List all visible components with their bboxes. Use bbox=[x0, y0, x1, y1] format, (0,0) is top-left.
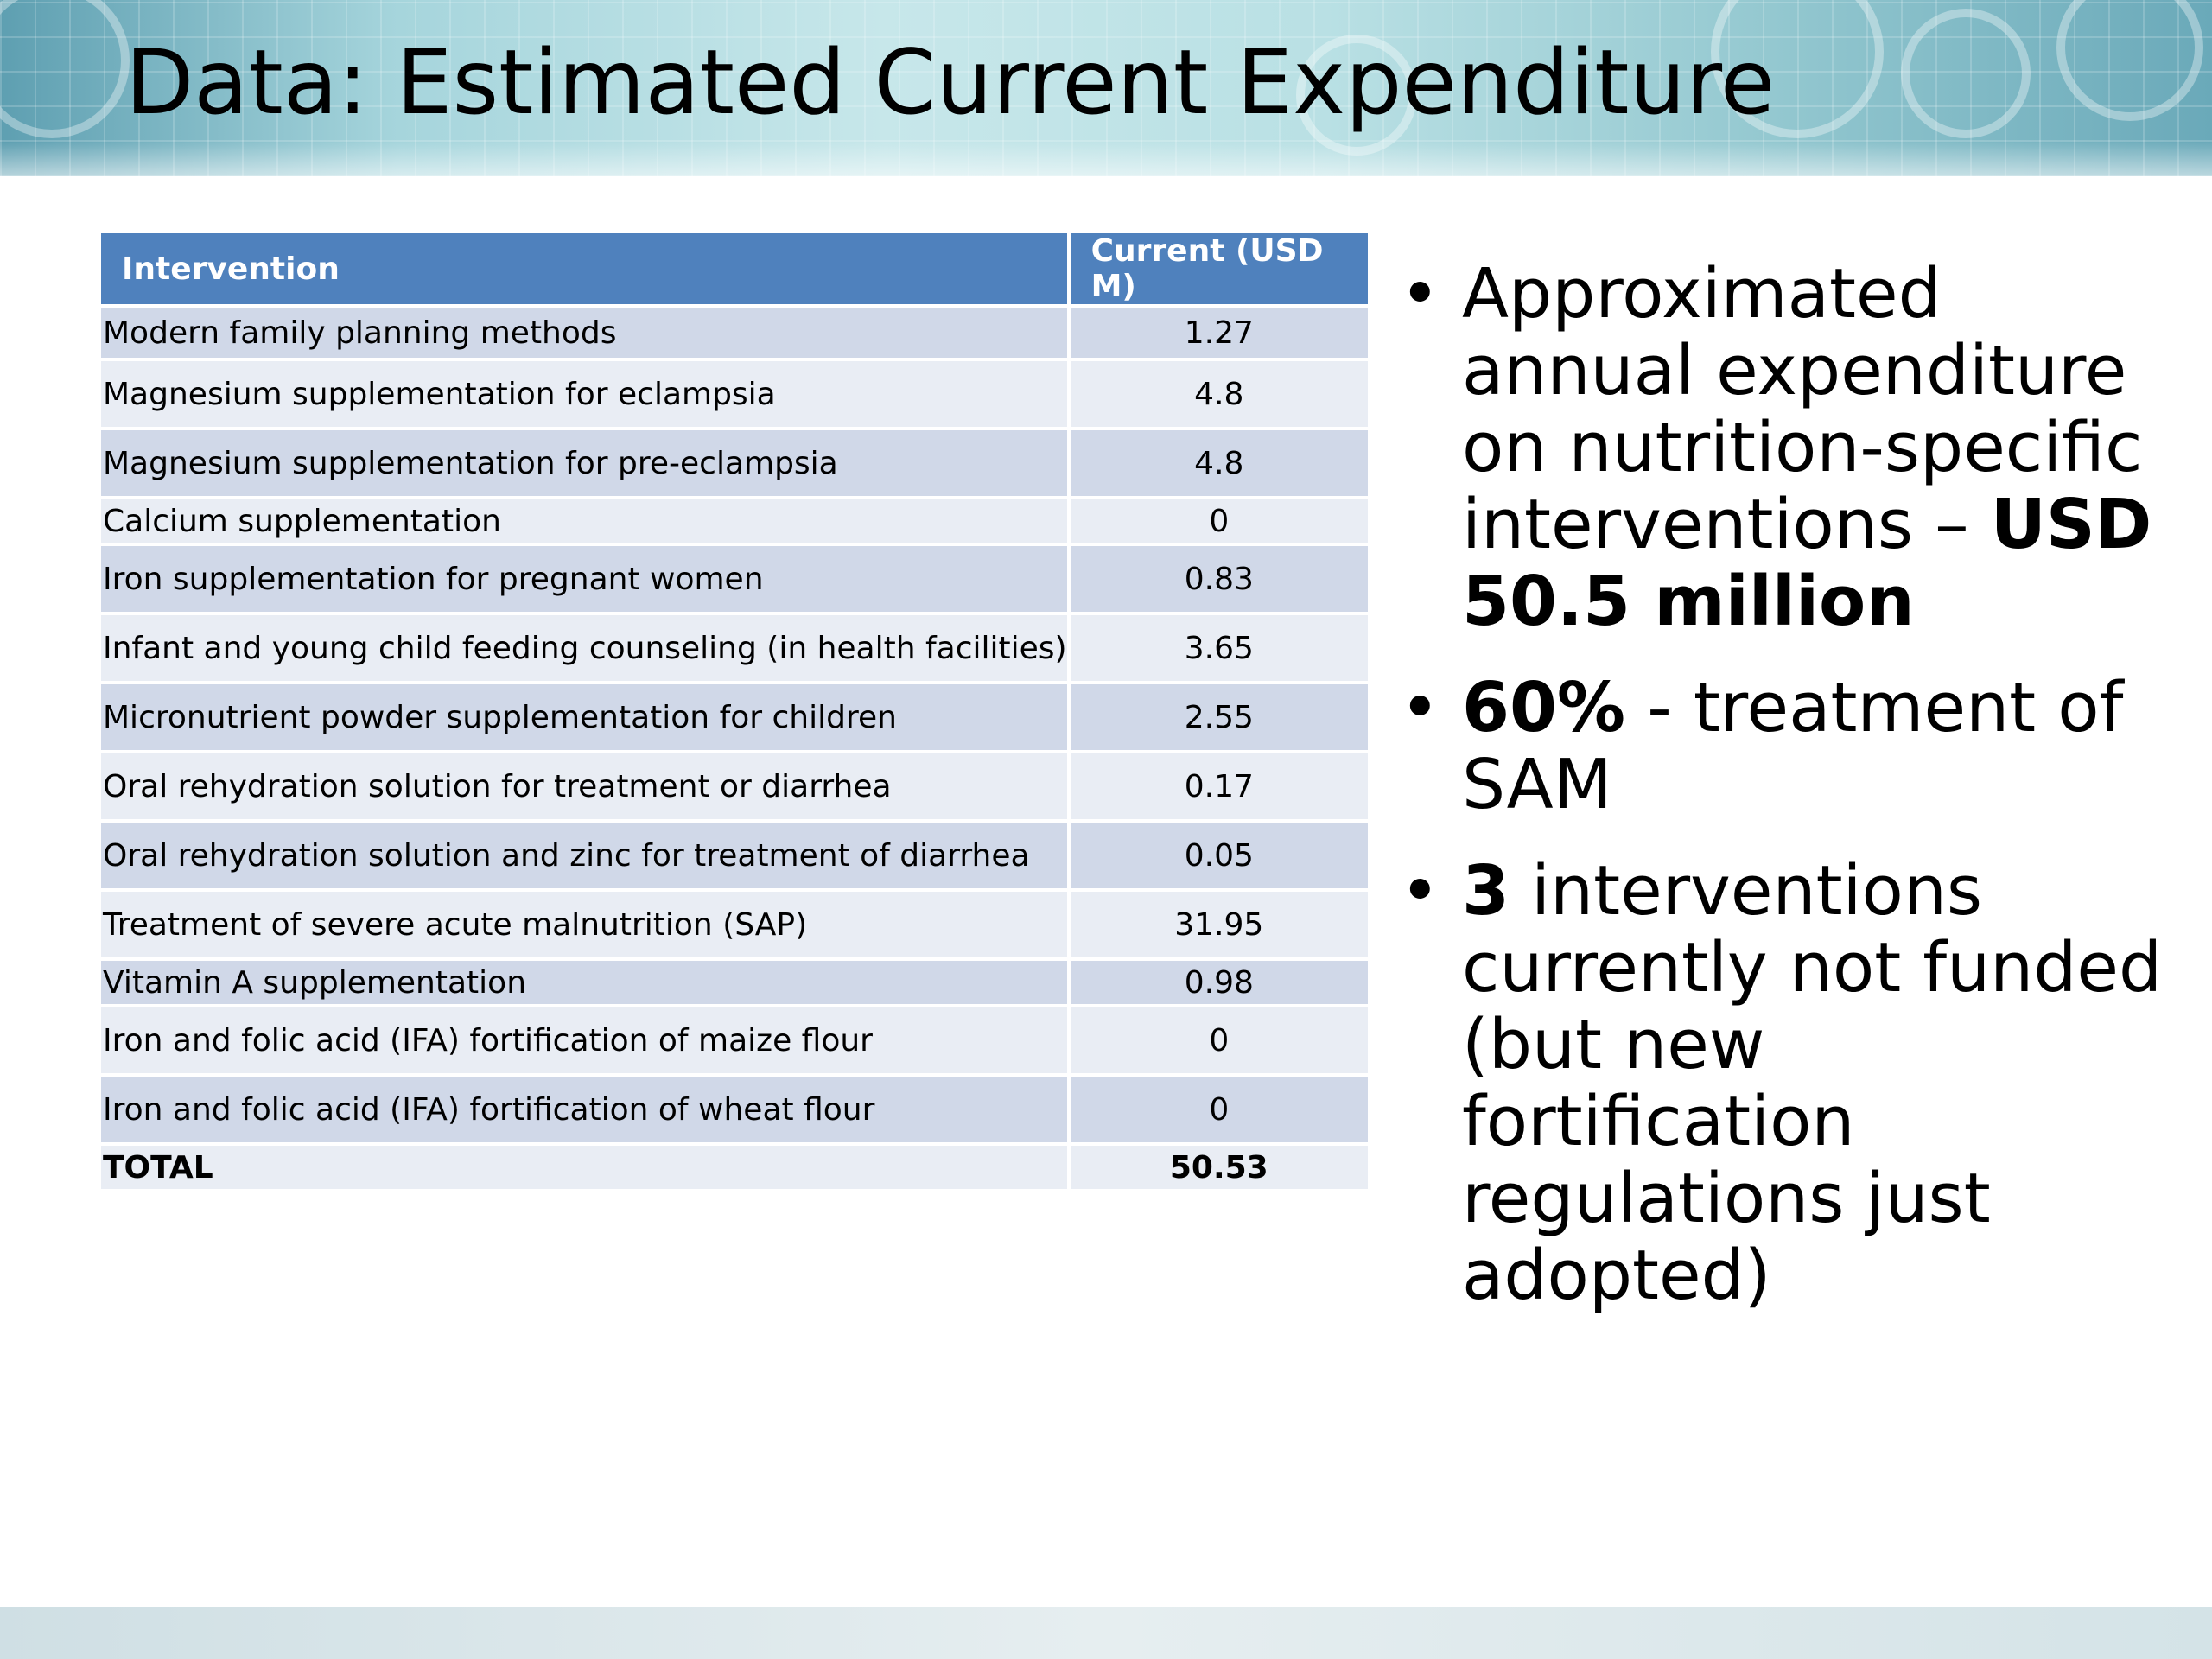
bullet-text-bold: 60% bbox=[1462, 668, 1626, 747]
total-label: TOTAL bbox=[101, 1144, 1071, 1192]
value-cell: 2.55 bbox=[1068, 683, 1372, 753]
value-cell: 0.05 bbox=[1068, 821, 1372, 892]
table-row: Magnesium supplementation for eclampsia … bbox=[101, 359, 1372, 430]
bullet-item-expenditure: • Approximated annual expenditure on nut… bbox=[1400, 256, 2177, 640]
value-cell: 3.65 bbox=[1068, 613, 1372, 684]
value-cell: 0.17 bbox=[1068, 752, 1372, 823]
value-cell: 1.27 bbox=[1068, 306, 1372, 361]
bullet-icon: • bbox=[1400, 851, 1440, 931]
table-row: Infant and young child feeding counselin… bbox=[101, 613, 1372, 684]
bullet-icon: • bbox=[1400, 254, 1440, 334]
column-header-intervention: Intervention bbox=[101, 233, 1071, 308]
bullet-text-bold: 3 bbox=[1462, 851, 1510, 931]
table-row: Modern family planning methods 1.27 bbox=[101, 306, 1372, 361]
value-cell: 0 bbox=[1068, 498, 1372, 546]
intervention-cell: Vitamin A supplementation bbox=[101, 959, 1071, 1007]
intervention-cell: Iron and folic acid (IFA) fortification … bbox=[101, 1075, 1071, 1146]
intervention-cell: Iron supplementation for pregnant women bbox=[101, 544, 1071, 615]
value-cell: 4.8 bbox=[1068, 429, 1372, 499]
table-total-row: TOTAL 50.53 bbox=[101, 1144, 1372, 1192]
intervention-cell: Micronutrient powder supplementation for… bbox=[101, 683, 1071, 753]
table-row: Magnesium supplementation for pre-eclamp… bbox=[101, 429, 1372, 499]
table-row: Micronutrient powder supplementation for… bbox=[101, 683, 1372, 753]
table-row: Iron and folic acid (IFA) fortification … bbox=[101, 1075, 1372, 1146]
bullet-list: • Approximated annual expenditure on nut… bbox=[1400, 256, 2177, 1344]
bullet-text: - treatment of SAM bbox=[1462, 668, 2124, 824]
expenditure-table: Intervention Current (USD M) Modern fami… bbox=[101, 233, 1372, 1192]
intervention-cell: Oral rehydration solution for treatment … bbox=[101, 752, 1071, 823]
value-cell: 4.8 bbox=[1068, 359, 1372, 430]
total-value: 50.53 bbox=[1068, 1144, 1372, 1192]
intervention-cell: Treatment of severe acute malnutrition (… bbox=[101, 890, 1071, 961]
intervention-cell: Infant and young child feeding counselin… bbox=[101, 613, 1071, 684]
intervention-cell: Calcium supplementation bbox=[101, 498, 1071, 546]
header-band bbox=[0, 0, 2212, 176]
bullet-item-unfunded: • 3 interventions currently not funded (… bbox=[1400, 853, 2177, 1314]
bullet-text: Approximated annual expenditure on nutri… bbox=[1462, 254, 2143, 564]
table-row: Vitamin A supplementation 0.98 bbox=[101, 959, 1372, 1007]
intervention-cell: Oral rehydration solution and zinc for t… bbox=[101, 821, 1071, 892]
table-row: Iron supplementation for pregnant women … bbox=[101, 544, 1372, 615]
value-cell: 31.95 bbox=[1068, 890, 1372, 961]
table-row: Oral rehydration solution for treatment … bbox=[101, 752, 1372, 823]
value-cell: 0.98 bbox=[1068, 959, 1372, 1007]
footer-band bbox=[0, 1607, 2212, 1659]
column-header-current: Current (USD M) bbox=[1068, 233, 1372, 308]
intervention-cell: Iron and folic acid (IFA) fortification … bbox=[101, 1006, 1071, 1077]
table-row: Oral rehydration solution and zinc for t… bbox=[101, 821, 1372, 892]
bullet-item-sam: • 60% - treatment of SAM bbox=[1400, 670, 2177, 823]
table-row: Calcium supplementation 0 bbox=[101, 498, 1372, 546]
decorative-circle bbox=[1711, 0, 1884, 138]
value-cell: 0.83 bbox=[1068, 544, 1372, 615]
bullet-text: interventions currently not funded (but … bbox=[1462, 851, 2163, 1315]
bullet-text-bold: USD 50.5 million bbox=[1462, 485, 2152, 641]
decorative-circle bbox=[0, 0, 130, 138]
intervention-cell: Magnesium supplementation for pre-eclamp… bbox=[101, 429, 1071, 499]
value-cell: 0 bbox=[1068, 1075, 1372, 1146]
bullet-icon: • bbox=[1400, 668, 1440, 747]
decorative-circle bbox=[1901, 9, 2031, 138]
value-cell: 0 bbox=[1068, 1006, 1372, 1077]
intervention-cell: Magnesium supplementation for eclampsia bbox=[101, 359, 1071, 430]
table-header-row: Intervention Current (USD M) bbox=[101, 233, 1372, 308]
decorative-circle bbox=[2056, 0, 2203, 121]
table-row: Iron and folic acid (IFA) fortification … bbox=[101, 1006, 1372, 1077]
table-row: Treatment of severe acute malnutrition (… bbox=[101, 890, 1372, 961]
slide-title: Data: Estimated Current Expenditure bbox=[125, 31, 1776, 135]
intervention-cell: Modern family planning methods bbox=[101, 306, 1071, 361]
